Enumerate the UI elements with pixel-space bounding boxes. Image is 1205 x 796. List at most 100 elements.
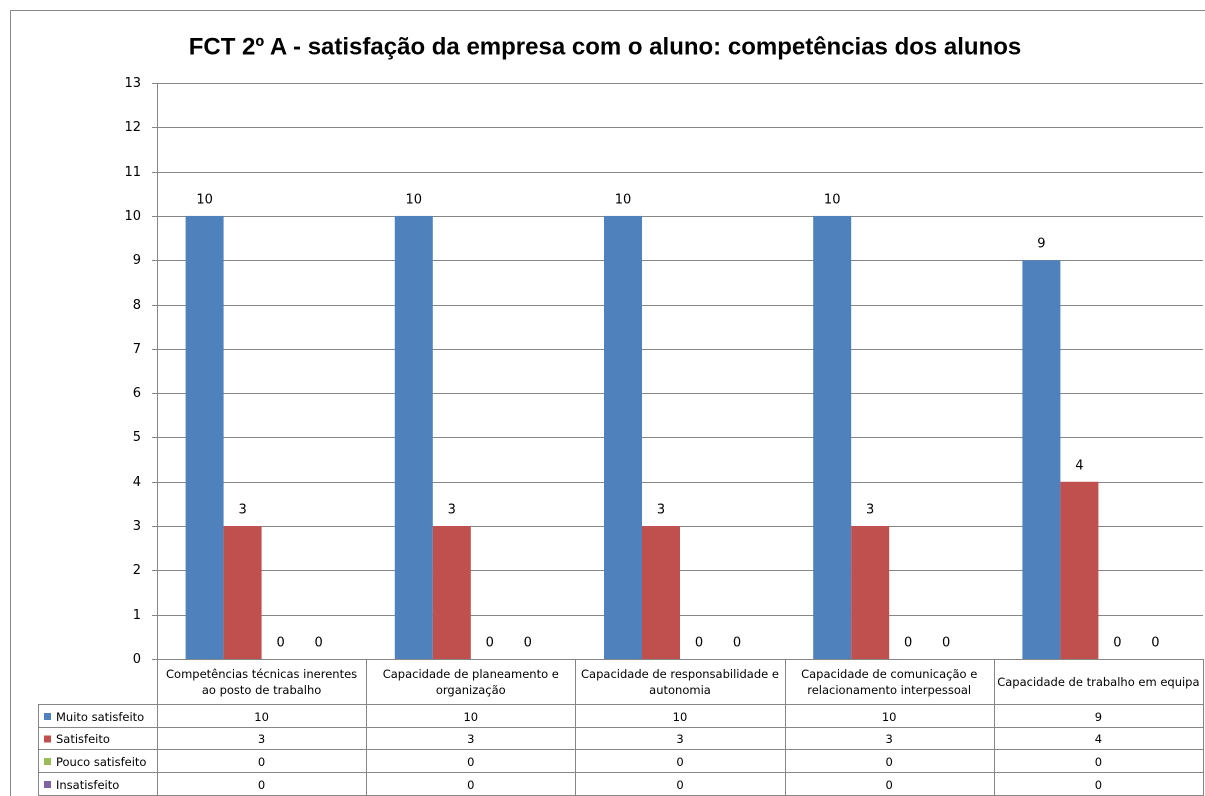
bar	[604, 215, 642, 659]
y-tick-label: 0	[133, 652, 141, 667]
bar	[851, 526, 890, 659]
bar	[642, 526, 680, 659]
legend-label: Muito satisfeito	[56, 709, 145, 724]
table-value: 3	[676, 732, 684, 746]
x-tick-label: Competências técnicas inerentes ao posto…	[166, 667, 358, 697]
x-tick-label: Capacidade de trabalho em equipa	[997, 675, 1200, 689]
table-value: 9	[1094, 709, 1103, 724]
table-value: 3	[257, 732, 266, 746]
data-label: 10	[615, 192, 632, 207]
y-tick-label: 6	[133, 386, 141, 401]
y-tick-label: 2	[133, 563, 141, 578]
table-value: 10	[254, 709, 269, 724]
table-value: 0	[257, 777, 266, 792]
table-value: 0	[676, 754, 684, 769]
data-label: 3	[657, 503, 665, 518]
table-value: 0	[257, 777, 266, 792]
data-label: 10	[824, 192, 841, 207]
table-value: 3	[676, 732, 684, 746]
data-label: 0	[1151, 636, 1159, 651]
table-value: 10	[672, 709, 688, 724]
table-value: 0	[676, 754, 684, 769]
table-value: 0	[1094, 777, 1103, 792]
x-tick-label: Capacidade de responsabilidade e autonom…	[581, 667, 779, 697]
y-tick-label: 5	[133, 430, 141, 445]
table-value: 3	[885, 732, 893, 746]
table-value: 0	[885, 754, 893, 769]
bar	[813, 215, 852, 659]
bar	[394, 215, 433, 659]
table-value: 0	[676, 777, 684, 792]
legend-key	[44, 735, 51, 743]
table-value: 0	[257, 754, 266, 769]
table-value: 10	[881, 709, 897, 724]
table-value: 3	[885, 732, 893, 746]
table-value: 0	[1094, 777, 1103, 792]
bar	[223, 526, 262, 659]
data-label: 10	[196, 192, 213, 207]
table-value: 0	[467, 754, 475, 769]
x-tick-label: Capacidade de planeamento e organização	[382, 667, 559, 697]
data-label: 0	[524, 636, 532, 651]
data-label: 0	[904, 636, 912, 651]
y-tick-label: 1	[133, 608, 141, 623]
legend-label: Insatisfeito	[56, 777, 120, 792]
x-tick-label: Capacidade de planeamento e organização	[382, 667, 559, 697]
bar	[185, 215, 224, 659]
data-label: 4	[1075, 458, 1083, 473]
table-value: 10	[881, 709, 897, 724]
y-tick-label: 3	[133, 519, 141, 534]
table-value: 10	[463, 709, 479, 724]
y-tick-label: 7	[133, 342, 141, 357]
y-tick-label: 13	[124, 76, 141, 91]
table-value: 0	[467, 754, 475, 769]
x-tick-label: Capacidade de responsabilidade e autonom…	[581, 667, 779, 697]
data-label: 3	[448, 503, 456, 518]
table-value: 10	[463, 709, 479, 724]
table-value: 3	[257, 732, 266, 746]
x-tick-label: Capacidade de comunicação e relacionamen…	[801, 667, 978, 697]
chart-title: FCT 2º A - satisfação da empresa com o a…	[189, 33, 1022, 60]
data-label: 0	[1113, 636, 1121, 651]
table-value: 9	[1094, 709, 1103, 724]
x-tick-label: Competências técnicas inerentes ao posto…	[166, 667, 358, 697]
y-tick-label: 12	[124, 120, 141, 135]
y-tick-label: 4	[133, 475, 141, 490]
bar	[1060, 481, 1099, 659]
y-tick-label: 10	[124, 209, 141, 224]
legend-label: Satisfeito	[56, 732, 110, 746]
legend-label: Muito satisfeito	[56, 709, 145, 724]
table-value: 3	[467, 732, 475, 746]
table-value: 4	[1094, 732, 1103, 746]
legend-label: Pouco satisfeito	[56, 754, 147, 769]
legend-key	[44, 758, 51, 765]
legend-label: Pouco satisfeito	[56, 754, 147, 769]
table-value: 0	[257, 754, 266, 769]
table-value: 0	[885, 754, 893, 769]
data-label: 0	[695, 636, 703, 651]
bar	[432, 526, 471, 659]
table-value: 10	[672, 709, 688, 724]
y-tick-label: 11	[124, 165, 141, 180]
data-label: 3	[866, 503, 874, 518]
table-value: 0	[467, 777, 475, 792]
table-value: 0	[885, 777, 893, 792]
table-value: 0	[467, 777, 475, 792]
table-value: 0	[885, 777, 893, 792]
x-tick-label: Capacidade de comunicação e relacionamen…	[801, 667, 978, 697]
y-tick-label: 9	[133, 253, 141, 268]
data-label: 0	[733, 636, 741, 651]
legend-key	[44, 713, 51, 720]
y-tick-label: 8	[133, 298, 141, 313]
table-value: 0	[676, 777, 684, 792]
bar	[1022, 260, 1061, 659]
table-value: 3	[467, 732, 475, 746]
x-tick-label: Capacidade de trabalho em equipa	[997, 675, 1200, 689]
table-value: 0	[1094, 754, 1103, 769]
data-label: 0	[276, 636, 284, 651]
legend-label: Insatisfeito	[56, 777, 120, 792]
table-value: 10	[254, 709, 269, 724]
data-label: 9	[1037, 237, 1045, 252]
legend-label: Satisfeito	[56, 732, 110, 746]
